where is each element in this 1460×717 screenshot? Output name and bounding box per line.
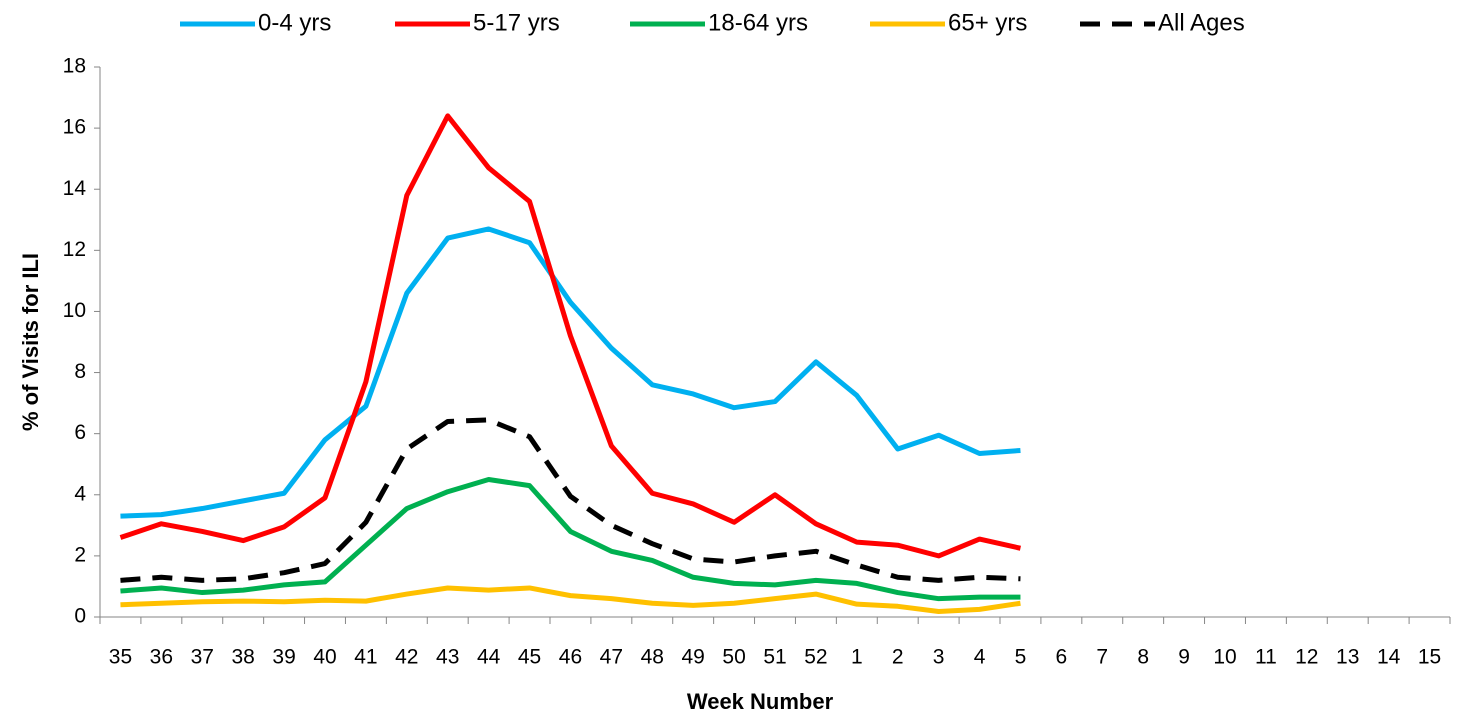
x-tick-label: 5 (1015, 646, 1027, 669)
legend-label: 65+ yrs (948, 9, 1027, 36)
x-tick-label: 37 (191, 646, 214, 669)
legend-label: All Ages (1158, 9, 1245, 36)
y-tick-label: 14 (63, 177, 87, 200)
x-tick-label: 40 (313, 646, 336, 669)
x-tick-label: 4 (974, 646, 986, 669)
x-tick-label: 9 (1178, 646, 1190, 669)
series-line (120, 477, 1021, 602)
y-tick-label: 8 (74, 360, 86, 383)
x-tick-label: 35 (109, 646, 132, 669)
x-tick-label: 45 (518, 646, 541, 669)
legend-label: 18-64 yrs (708, 9, 808, 36)
x-tick-label: 52 (804, 646, 827, 669)
y-tick-label: 12 (63, 238, 86, 261)
x-tick-label: 12 (1295, 646, 1318, 669)
x-tick-label: 3 (933, 646, 945, 669)
x-tick-label: 49 (682, 646, 705, 669)
x-tick-label: 11 (1255, 646, 1277, 669)
y-tick-label: 6 (74, 421, 86, 444)
y-tick-label: 10 (63, 299, 86, 322)
x-tick-label: 2 (892, 646, 904, 669)
y-tick-label: 2 (74, 543, 86, 566)
legend-label: 5-17 yrs (473, 9, 560, 36)
x-tick-label: 43 (436, 646, 459, 669)
y-tick-label: 16 (63, 116, 86, 139)
x-tick-label: 7 (1096, 646, 1108, 669)
x-tick-label: 1 (851, 646, 863, 669)
x-tick-label: 39 (272, 646, 295, 669)
series-line (120, 585, 1021, 614)
x-tick-label: 10 (1213, 646, 1236, 669)
x-tick-label: 8 (1137, 646, 1149, 669)
y-tick-label: 0 (74, 605, 86, 628)
x-tick-label: 51 (763, 646, 786, 669)
x-tick-label: 41 (354, 646, 377, 669)
series-line (120, 417, 1021, 583)
series-line (120, 226, 1021, 519)
y-axis-title: % of Visits for ILI (18, 253, 43, 431)
legend-label: 0-4 yrs (258, 9, 331, 36)
x-tick-label: 44 (477, 646, 501, 669)
x-tick-label: 50 (722, 646, 745, 669)
series-line (119, 113, 1022, 559)
y-tick-label: 4 (74, 482, 86, 505)
y-tick-label: 18 (63, 55, 86, 78)
x-tick-label: 15 (1418, 646, 1441, 669)
x-tick-label: 36 (150, 646, 173, 669)
x-axis-title: Week Number (687, 689, 834, 714)
x-tick-label: 6 (1056, 646, 1068, 669)
x-tick-label: 46 (559, 646, 582, 669)
x-tick-label: 13 (1336, 646, 1359, 669)
x-tick-label: 48 (641, 646, 664, 669)
x-tick-label: 38 (232, 646, 255, 669)
x-tick-label: 14 (1377, 646, 1401, 669)
x-tick-label: 42 (395, 646, 418, 669)
x-tick-label: 47 (600, 646, 623, 669)
